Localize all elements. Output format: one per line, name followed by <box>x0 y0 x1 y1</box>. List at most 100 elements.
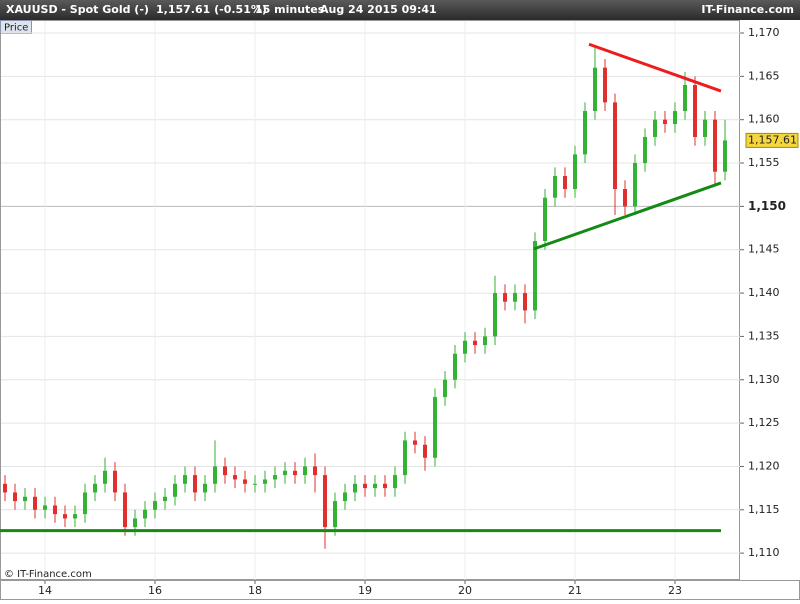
candle-body <box>483 336 487 346</box>
candle-body <box>343 492 347 502</box>
candle-body <box>13 492 17 502</box>
candle-body <box>693 85 697 138</box>
interval: 15 minutes <box>255 3 325 16</box>
candle-body <box>543 197 547 242</box>
candle-body <box>623 189 627 207</box>
candle-body <box>263 479 267 484</box>
candle-body <box>553 176 557 198</box>
candle-body <box>43 505 47 510</box>
candle-body <box>313 466 317 476</box>
candle-body <box>243 479 247 484</box>
candle-body <box>653 119 657 138</box>
candle-body <box>683 85 687 112</box>
x-tick-label: 21 <box>568 584 582 597</box>
candle-body <box>113 470 117 493</box>
candle-body <box>603 67 607 103</box>
candle-body <box>373 483 377 489</box>
candle-body <box>53 505 57 515</box>
candle-body <box>443 379 447 398</box>
last-price-box <box>745 132 799 148</box>
candle-body <box>183 475 187 484</box>
candle-body <box>393 475 397 489</box>
candle-body <box>173 483 177 497</box>
candle-body <box>533 241 537 311</box>
candle-body <box>153 501 157 510</box>
candle-body <box>163 496 167 502</box>
candle-body <box>723 140 727 172</box>
candle-body <box>133 518 137 528</box>
candle-body <box>643 137 647 164</box>
candle-body <box>593 67 597 112</box>
candle-body <box>103 470 107 484</box>
trendline <box>533 181 722 251</box>
candle-body <box>673 111 677 125</box>
candle-body <box>613 102 617 190</box>
y-tick-label: 1,130 <box>748 373 780 386</box>
candle-body <box>383 483 387 489</box>
candle-body <box>273 475 277 480</box>
candle-body <box>3 483 7 493</box>
candle-body <box>33 496 37 510</box>
candle-body <box>423 444 427 458</box>
candle-body <box>523 293 527 311</box>
candle-body <box>413 440 417 445</box>
candle-body <box>573 154 577 190</box>
candle-body <box>63 514 67 519</box>
candle-body <box>323 475 327 528</box>
y-tick-label: 1,165 <box>748 69 780 82</box>
candle-body <box>283 470 287 476</box>
candle-body <box>23 496 27 502</box>
candle-body <box>633 163 637 207</box>
candle-body <box>213 466 217 484</box>
candles <box>3 46 727 549</box>
datetime: Aug 24 2015 09:41 <box>320 3 437 16</box>
x-tick-label: 18 <box>248 584 262 597</box>
candle-body <box>473 340 477 346</box>
candle-body <box>303 466 307 476</box>
candle-body <box>333 501 337 528</box>
candle-body <box>253 483 257 485</box>
candle-body <box>513 293 517 302</box>
candle-body <box>193 475 197 493</box>
x-tick-label: 23 <box>668 584 682 597</box>
quote: 1,157.61 (-0.51%) <box>156 3 267 16</box>
candle-body <box>433 397 437 458</box>
y-tick-label: 1,125 <box>748 416 780 429</box>
candle-body <box>293 470 297 476</box>
candle-body <box>703 119 707 138</box>
candle-body <box>363 483 367 489</box>
x-tick-label: 16 <box>148 584 162 597</box>
y-tick-label: 1,110 <box>748 546 780 559</box>
candle-body <box>583 111 587 155</box>
candle-body <box>223 466 227 476</box>
last-price-label: 1,157.61 <box>748 133 797 146</box>
x-tick-label: 19 <box>358 584 372 597</box>
candle-body <box>563 176 567 190</box>
y-tick-label: 1,150 <box>748 199 786 213</box>
candle-body <box>493 293 497 337</box>
candle-body <box>73 514 77 519</box>
header-bar <box>0 0 800 20</box>
y-tick-label: 1,145 <box>748 243 780 256</box>
x-tick-label: 20 <box>458 584 472 597</box>
y-tick-label: 1,115 <box>748 503 780 516</box>
candle-body <box>463 340 467 354</box>
candle-body <box>403 440 407 476</box>
candle-body <box>503 293 507 302</box>
y-tick-label: 1,135 <box>748 329 780 342</box>
y-tick-label: 1,140 <box>748 286 780 299</box>
site: IT-Finance.com <box>701 3 794 16</box>
candle-body <box>453 353 457 380</box>
y-tick-label: 1,155 <box>748 156 780 169</box>
candle-body <box>233 475 237 480</box>
y-tick-label: 1,170 <box>748 26 780 39</box>
candle-body <box>663 119 667 125</box>
candle-body <box>83 492 87 515</box>
candle-body <box>713 119 717 172</box>
panel-label: Price <box>4 23 28 34</box>
candle-body <box>143 509 147 519</box>
copyright: © IT-Finance.com <box>4 569 92 580</box>
x-tick-label: 14 <box>38 584 52 597</box>
